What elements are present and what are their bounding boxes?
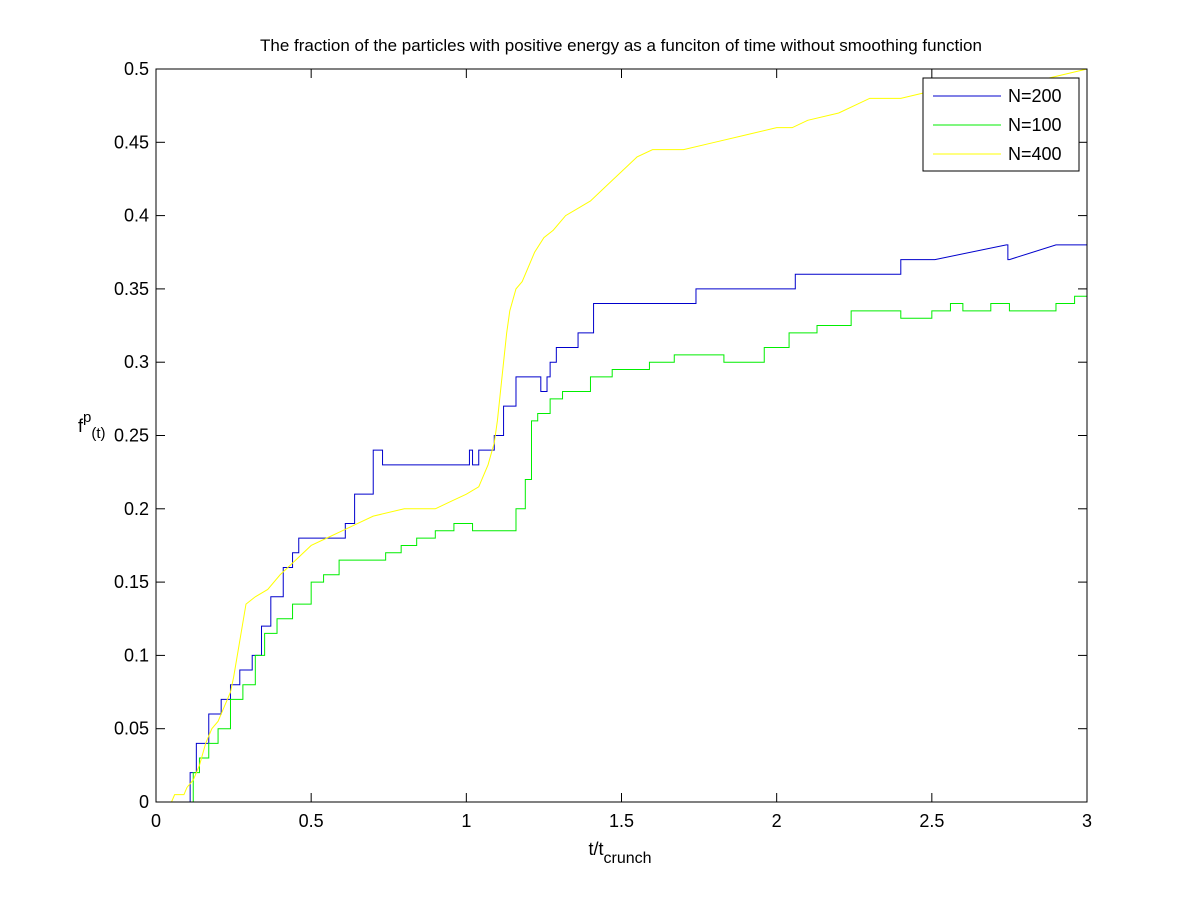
x-tick-label: 2.5 [919,811,944,831]
series-line-n-400 [156,68,1088,803]
y-tick-label: 0.3 [124,352,149,372]
y-tick-label: 0.4 [124,206,149,226]
legend-label: N=200 [1008,86,1062,106]
plot-area [156,69,1087,802]
y-tick-label: 0.25 [114,426,149,446]
series-layer [156,68,1088,803]
legend-label: N=400 [1008,144,1062,164]
y-tick-label: 0.45 [114,132,149,152]
y-axis-label-sup: p [83,409,91,426]
x-tick-label: 0 [151,811,161,831]
y-tick-label: 0 [139,792,149,812]
chart-title: The fraction of the particles with posit… [260,36,982,55]
y-axis-label-base: f [78,416,84,436]
x-tick-label: 2 [772,811,782,831]
y-tick-label: 0.05 [114,719,149,739]
y-axis-label-sub: (t) [91,425,105,442]
series-line-n-100 [156,295,1087,803]
x-tick-label: 3 [1082,811,1092,831]
x-axis-label-sub: crunch [603,850,651,867]
x-tick-label: 1.5 [609,811,634,831]
x-axis-label-base: t/t [588,839,603,859]
series-line-n-200 [156,244,1087,803]
y-tick-label: 0.2 [124,499,149,519]
y-axis-label: fp(t) [78,409,106,442]
y-tick-label: 0.35 [114,279,149,299]
x-axis-label: t/tcrunch [588,839,651,867]
legend: N=200 N=100 N=400 [922,77,1080,172]
y-tick-label: 0.1 [124,645,149,665]
legend-label: N=100 [1008,115,1062,135]
y-tick-label: 0.5 [124,59,149,79]
x-axis-ticks: 0 0.5 1 1.5 2 2.5 3 [151,69,1092,831]
y-tick-label: 0.15 [114,572,149,592]
x-tick-label: 0.5 [299,811,324,831]
x-tick-label: 1 [461,811,471,831]
y-axis-ticks: 0 0.05 0.1 0.15 0.2 0.25 0.3 0.35 0.4 0.45 0.5 [114,59,1087,812]
